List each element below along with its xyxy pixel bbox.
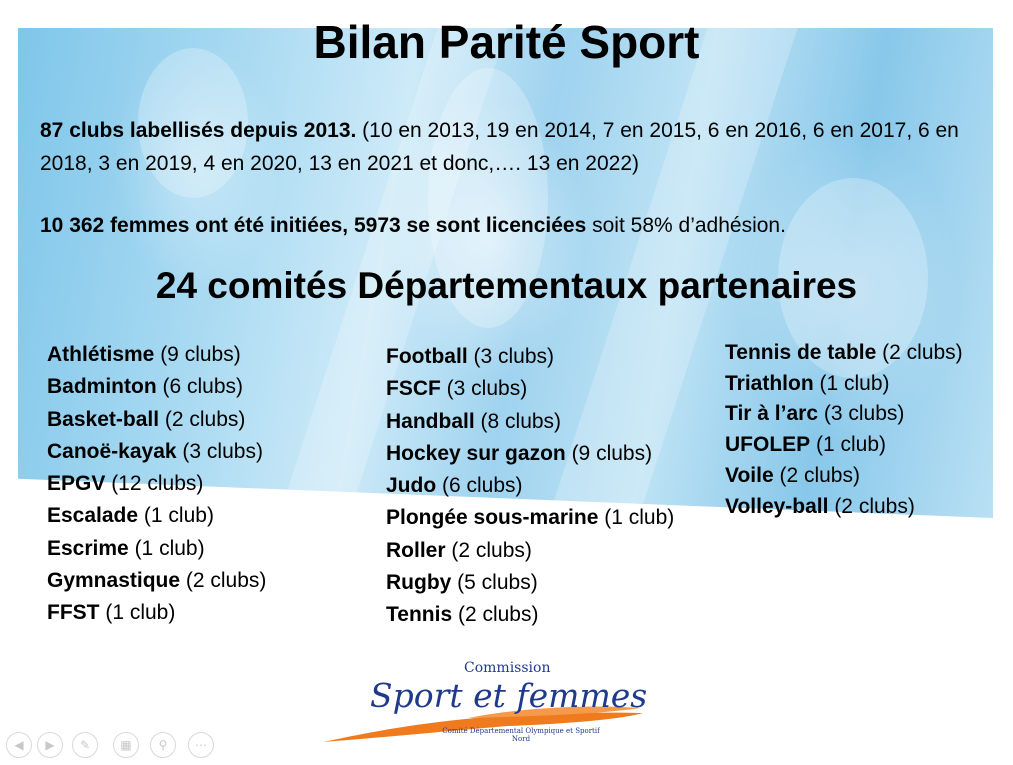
- list-item: Rugby (5 clubs): [386, 571, 538, 595]
- slides-icon[interactable]: ▦: [113, 732, 139, 758]
- list-item: Voile (2 clubs): [725, 463, 860, 487]
- women-stats-detail: soit 58% d’adhésion.: [586, 214, 786, 237]
- sport-et-femmes-logo: Commission Sport et femmes Comité Départ…: [318, 658, 658, 750]
- list-item: Hockey sur gazon (9 clubs): [386, 441, 653, 465]
- list-item: UFOLEP (1 club): [725, 433, 887, 457]
- list-item: Tennis (2 clubs): [386, 603, 539, 627]
- page-title: Bilan Parité Sport: [313, 16, 700, 68]
- list-item: Judo (6 clubs): [386, 474, 523, 498]
- list-item: FSCF (3 clubs): [386, 377, 528, 401]
- background-photo: [18, 28, 993, 518]
- zoom-icon[interactable]: ⚲: [150, 732, 176, 758]
- section-heading: 24 comités Départementaux partenaires: [155, 265, 858, 306]
- list-item: Basket-ball (2 clubs): [47, 407, 246, 431]
- list-item: Escalade (1 club): [47, 504, 214, 528]
- more-icon[interactable]: ⋯: [188, 732, 214, 758]
- committees-column-1: Athlétisme (9 clubs) Badminton (6 clubs)…: [47, 339, 266, 630]
- logo-caption: Comité Départemental Olympique et Sporti…: [442, 727, 600, 743]
- committees-column-3: Tennis de table (2 clubs) Triathlon (1 c…: [725, 338, 963, 522]
- list-item: Football (3 clubs): [386, 345, 555, 368]
- committees-column-2: Football (3 clubs) FSCF (3 clubs) Handba…: [386, 341, 674, 632]
- list-item: Roller (2 clubs): [386, 538, 532, 562]
- women-stats: 10 362 femmes ont été initiées, 5973 se …: [40, 209, 980, 242]
- logo-swoosh: [323, 706, 643, 742]
- list-item: Handball (8 clubs): [386, 409, 562, 433]
- list-item: Badminton (6 clubs): [47, 375, 244, 399]
- pen-icon[interactable]: ✎: [72, 732, 98, 758]
- previous-icon[interactable]: ◀: [6, 732, 32, 758]
- list-item: EPGV (12 clubs): [47, 472, 204, 496]
- list-item: Tennis de table (2 clubs): [725, 341, 963, 364]
- logo-commission: Commission: [464, 660, 551, 676]
- next-icon[interactable]: ▶: [37, 732, 63, 758]
- clubs-summary: 87 clubs labellisés depuis 2013. (10 en …: [40, 114, 980, 180]
- logo-script: Sport et femmes: [370, 676, 648, 715]
- list-item: Athlétisme (9 clubs): [47, 343, 241, 366]
- list-item: FFST (1 club): [47, 601, 176, 625]
- list-item: Canoë-kayak (3 clubs): [47, 439, 263, 463]
- list-item: Tir à l’arc (3 clubs): [725, 402, 905, 426]
- list-item: Plongée sous-marine (1 club): [386, 506, 675, 530]
- list-item: Escrime (1 club): [47, 536, 205, 560]
- list-item: Volley-ball (2 clubs): [725, 494, 915, 518]
- list-item: Gymnastique (2 clubs): [47, 569, 267, 593]
- clubs-summary-bold: 87 clubs labellisés depuis 2013.: [40, 119, 357, 142]
- list-item: Triathlon (1 club): [725, 371, 890, 395]
- women-stats-bold: 10 362 femmes ont été initiées, 5973 se …: [40, 214, 587, 237]
- clubs-summary-detail: (10 en 2013, 19 en 2014, 7 en 2015, 6 en…: [40, 119, 959, 175]
